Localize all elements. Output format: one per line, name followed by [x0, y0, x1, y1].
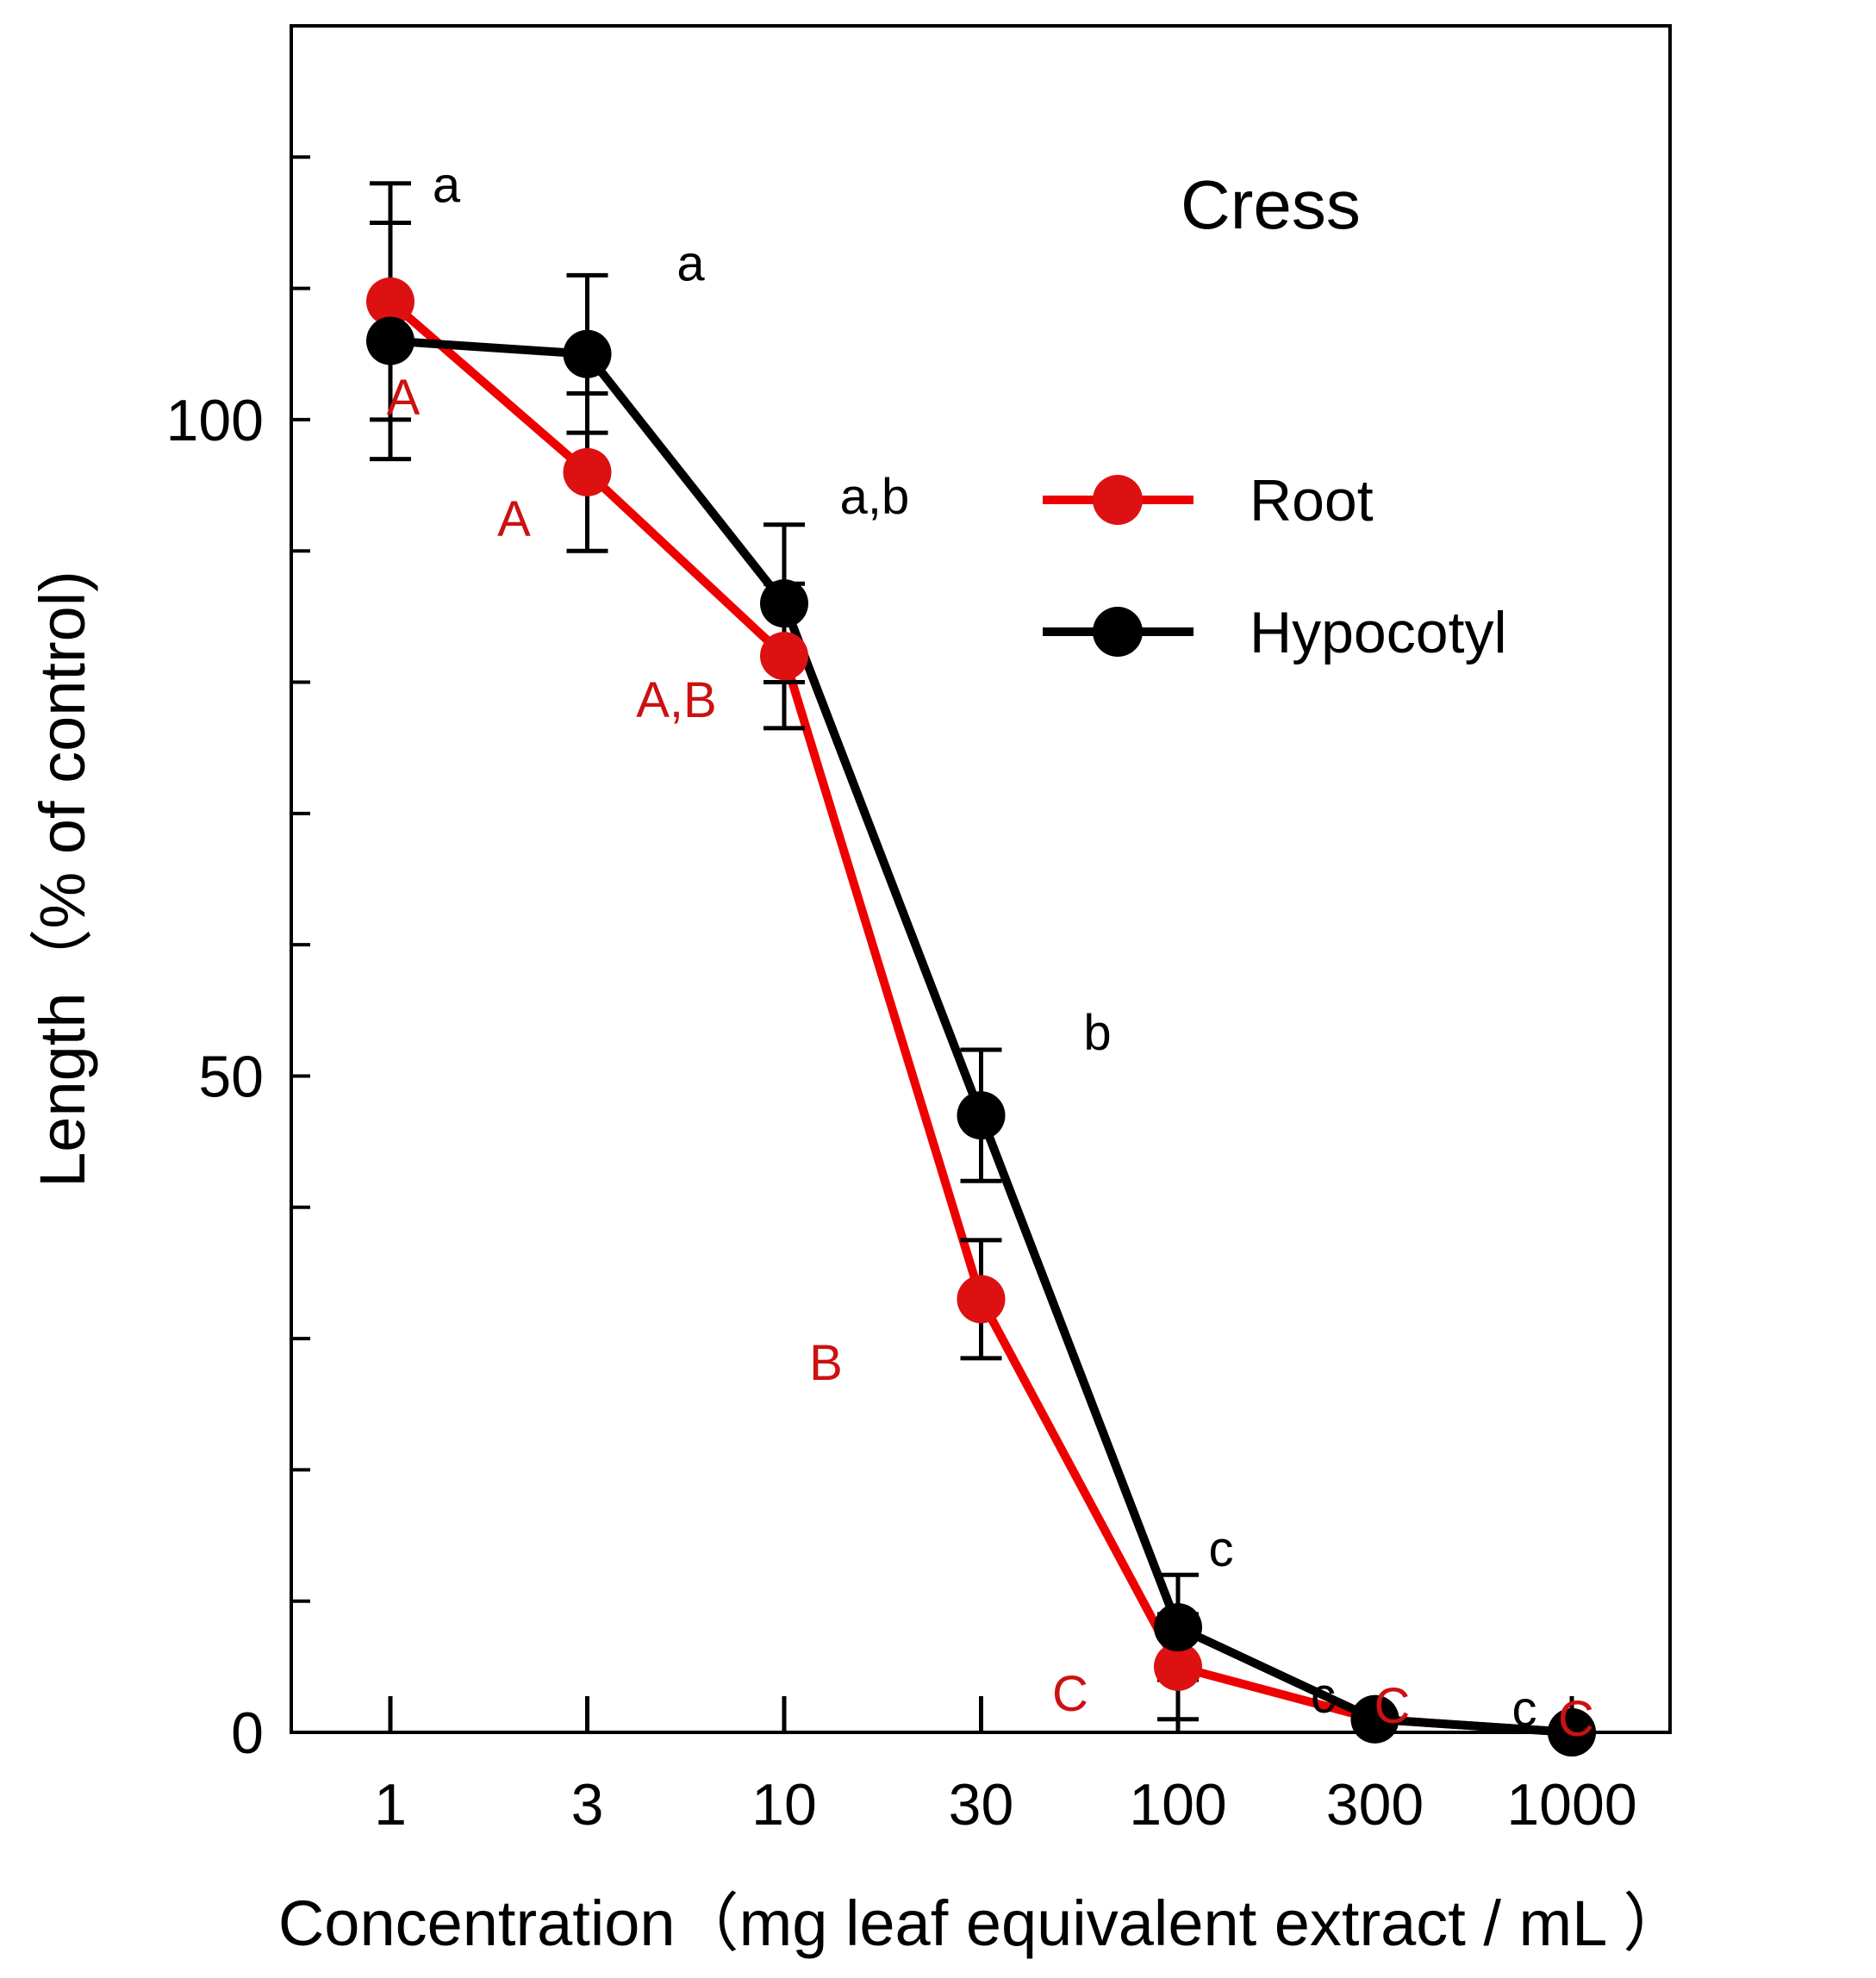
legend-root-label: Root: [1250, 468, 1374, 533]
root-letter-30: B: [809, 1335, 843, 1391]
x-tick-label-10: 10: [751, 1772, 817, 1838]
hypocotyl-letter-3: a: [676, 235, 705, 291]
y-minor-ticks: [291, 155, 310, 1734]
root-point-100: [1154, 1642, 1202, 1691]
hypocotyl-point-30: [957, 1091, 1006, 1140]
legend-root-marker: [1093, 475, 1143, 525]
root-letter-1000: C: [1558, 1691, 1594, 1747]
hypocotyl-letter-100: c: [1209, 1521, 1234, 1577]
hypocotyl-point-1: [366, 316, 414, 365]
x-tick-labels: 1 3 10 30 100 300 1000: [374, 1772, 1637, 1838]
hypocotyl-point-3: [563, 329, 612, 378]
hypocotyl-point-300: [1350, 1694, 1399, 1744]
root-letter-300: C: [1374, 1678, 1411, 1734]
hypocotyl-letter-30: b: [1083, 1005, 1111, 1061]
y-tick-label-100: 100: [166, 388, 264, 453]
root-letter-1: A: [387, 370, 421, 426]
hypocotyl-letter-1000: c: [1512, 1681, 1537, 1737]
root-point-3: [563, 447, 612, 496]
chart-title: Cress: [1181, 166, 1361, 243]
root-letter-100: C: [1052, 1666, 1088, 1722]
legend-hypocotyl-marker: [1093, 607, 1143, 657]
y-tick-labels: 0 50 100: [166, 388, 264, 1766]
x-tick-label-1: 1: [374, 1772, 407, 1838]
x-tick-label-100: 100: [1129, 1772, 1226, 1838]
hypocotyl-point-100: [1154, 1603, 1202, 1652]
hypocotyl-letter-10: a,b: [840, 469, 910, 525]
hypocotyl-point-10: [760, 579, 808, 628]
y-tick-label-50: 50: [198, 1044, 264, 1109]
root-point-10: [760, 632, 808, 681]
y-tick-label-0: 0: [231, 1700, 264, 1766]
x-axis-title: Concentration（mg leaf equivalent extract…: [278, 1888, 1686, 1959]
x-tick-label-1000: 1000: [1506, 1772, 1636, 1838]
y-axis-title: Length（% of control): [27, 571, 98, 1188]
root-point-30: [957, 1275, 1006, 1324]
hypocotyl-letter-1: a: [433, 157, 461, 213]
significance-letters: A A A,B B C C Ca a a,b b c c c: [387, 157, 1594, 1747]
root-letter-10: A,B: [636, 672, 717, 728]
hypocotyl-point-1000: [1548, 1708, 1596, 1756]
x-tick-label-30: 30: [949, 1772, 1014, 1838]
hypocotyl-letter-300: c: [1311, 1668, 1336, 1724]
root-point-1: [366, 277, 414, 326]
root-letter-3: A: [497, 491, 531, 547]
x-tick-label-3: 3: [571, 1772, 604, 1838]
legend: Root Hypocotyl: [1043, 468, 1507, 665]
legend-hypocotyl-label: Hypocotyl: [1250, 600, 1507, 665]
data-points: [366, 277, 1596, 1756]
x-tick-label-300: 300: [1326, 1772, 1424, 1838]
